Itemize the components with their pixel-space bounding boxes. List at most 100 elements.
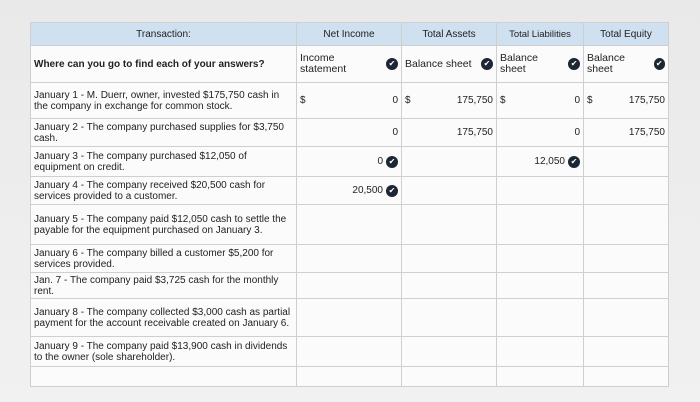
transaction-description: January 4 - The company received $20,500… (30, 176, 297, 205)
total-liabilities-input[interactable]: 12,050 ✔ (496, 146, 584, 177)
currency-symbol: $ (300, 95, 306, 106)
total-equity-input[interactable] (583, 176, 669, 205)
header-net-income: Net Income (296, 22, 402, 46)
transaction-description: January 3 - The company purchased $12,05… (30, 146, 297, 177)
total-equity-source-cell[interactable]: Balance sheet ✔ (583, 45, 669, 83)
total-assets-source: Balance sheet (405, 57, 472, 70)
net-income-input[interactable] (296, 272, 402, 299)
empty-row (30, 366, 669, 387)
total-assets-input[interactable] (401, 204, 497, 245)
check-circle-icon: ✔ (386, 184, 398, 197)
total-equity-value: 175,750 (628, 127, 665, 138)
check-circle-icon: ✔ (481, 58, 493, 70)
total-liabilities-input[interactable] (496, 204, 584, 245)
check-circle-icon: ✔ (568, 58, 580, 70)
empty-cell[interactable] (496, 366, 584, 387)
table-row: January 2 - The company purchased suppli… (30, 118, 669, 147)
total-liabilities-input[interactable] (496, 272, 584, 299)
total-liabilities-source: Balance sheet (500, 52, 538, 75)
empty-cell[interactable] (583, 366, 669, 387)
table-row: January 3 - The company purchased $12,05… (30, 146, 669, 177)
total-assets-value: 175,750 (456, 95, 493, 106)
total-equity-input[interactable] (583, 298, 669, 337)
total-assets-value: 175,750 (456, 127, 493, 138)
total-equity-input[interactable] (583, 244, 669, 273)
total-equity-input[interactable]: $175,750 (583, 82, 669, 119)
net-income-input[interactable] (296, 336, 402, 367)
transaction-description: January 5 - The company paid $12,050 cas… (30, 204, 297, 245)
total-liabilities-input[interactable] (496, 176, 584, 205)
source-row: Where can you go to find each of your an… (30, 45, 669, 83)
total-assets-source-cell[interactable]: Balance sheet ✔ (401, 45, 497, 83)
header-row: Transaction: Net Income Total Assets Tot… (30, 22, 669, 46)
total-assets-input[interactable] (401, 272, 497, 299)
currency-symbol: $ (500, 95, 506, 106)
total-assets-input[interactable] (401, 336, 497, 367)
total-assets-input[interactable] (401, 244, 497, 273)
net-income-input[interactable] (296, 244, 402, 273)
net-income-source: Income statement (300, 52, 347, 75)
total-assets-input[interactable]: 175,750 (401, 118, 497, 147)
header-total-liabilities: Total Liabilities (496, 22, 584, 46)
empty-cell (30, 366, 297, 387)
transaction-description: January 9 - The company paid $13,900 cas… (30, 336, 297, 367)
total-equity-source: Balance sheet (587, 52, 625, 75)
table-row: January 8 - The company collected $3,000… (30, 298, 669, 337)
check-circle-icon: ✔ (653, 58, 665, 70)
total-equity-input[interactable]: 175,750 (583, 118, 669, 147)
header-total-equity: Total Equity (583, 22, 669, 46)
net-income-value: 20,500 (352, 185, 383, 196)
net-income-input[interactable]: 20,500 ✔ (296, 176, 402, 205)
check-circle-icon: ✔ (568, 155, 580, 168)
net-income-input[interactable]: 0 ✔ (296, 146, 402, 177)
table-row: January 4 - The company received $20,500… (30, 176, 669, 205)
total-liabilities-source-cell[interactable]: Balance sheet ✔ (496, 45, 584, 83)
total-liabilities-value: 12,050 (534, 156, 565, 167)
total-liabilities-input[interactable] (496, 336, 584, 367)
total-assets-input[interactable] (401, 146, 497, 177)
total-assets-input[interactable]: $175,750 (401, 82, 497, 119)
table-row: Jan. 7 - The company paid $3,725 cash fo… (30, 272, 669, 299)
table-row: January 1 - M. Duerr, owner, invested $1… (30, 82, 669, 119)
net-income-input[interactable] (296, 204, 402, 245)
header-transaction: Transaction: (30, 22, 297, 46)
transaction-description: January 6 - The company billed a custome… (30, 244, 297, 273)
header-total-assets: Total Assets (401, 22, 497, 46)
net-income-value: 0 (392, 95, 398, 106)
total-liabilities-value: 0 (574, 127, 580, 138)
transaction-description: January 8 - The company collected $3,000… (30, 298, 297, 337)
transaction-table: Transaction: Net Income Total Assets Tot… (30, 22, 669, 387)
total-assets-input[interactable] (401, 176, 497, 205)
total-equity-input[interactable] (583, 204, 669, 245)
check-circle-icon: ✔ (386, 58, 398, 70)
net-income-input[interactable]: 0 (296, 118, 402, 147)
total-liabilities-input[interactable] (496, 298, 584, 337)
question-label: Where can you go to find each of your an… (30, 45, 297, 83)
total-liabilities-input[interactable]: 0 (496, 118, 584, 147)
net-income-value: 0 (377, 156, 383, 167)
net-income-input[interactable] (296, 298, 402, 337)
total-liabilities-input[interactable]: $0 (496, 82, 584, 119)
total-equity-input[interactable] (583, 336, 669, 367)
table-row: January 5 - The company paid $12,050 cas… (30, 204, 669, 245)
table-row: January 9 - The company paid $13,900 cas… (30, 336, 669, 367)
table-row: January 6 - The company billed a custome… (30, 244, 669, 273)
currency-symbol: $ (587, 95, 593, 106)
check-circle-icon: ✔ (386, 155, 398, 168)
total-liabilities-input[interactable] (496, 244, 584, 273)
total-liabilities-value: 0 (574, 95, 580, 106)
empty-cell[interactable] (401, 366, 497, 387)
total-equity-input[interactable] (583, 272, 669, 299)
net-income-value: 0 (392, 127, 398, 138)
transaction-description: January 1 - M. Duerr, owner, invested $1… (30, 82, 297, 119)
currency-symbol: $ (405, 95, 411, 106)
total-equity-value: 175,750 (628, 95, 665, 106)
transaction-description: January 2 - The company purchased suppli… (30, 118, 297, 147)
total-assets-input[interactable] (401, 298, 497, 337)
total-equity-input[interactable] (583, 146, 669, 177)
net-income-source-cell[interactable]: Income statement ✔ (296, 45, 402, 83)
net-income-input[interactable]: $0 (296, 82, 402, 119)
empty-cell[interactable] (296, 366, 402, 387)
transaction-description: Jan. 7 - The company paid $3,725 cash fo… (30, 272, 297, 299)
